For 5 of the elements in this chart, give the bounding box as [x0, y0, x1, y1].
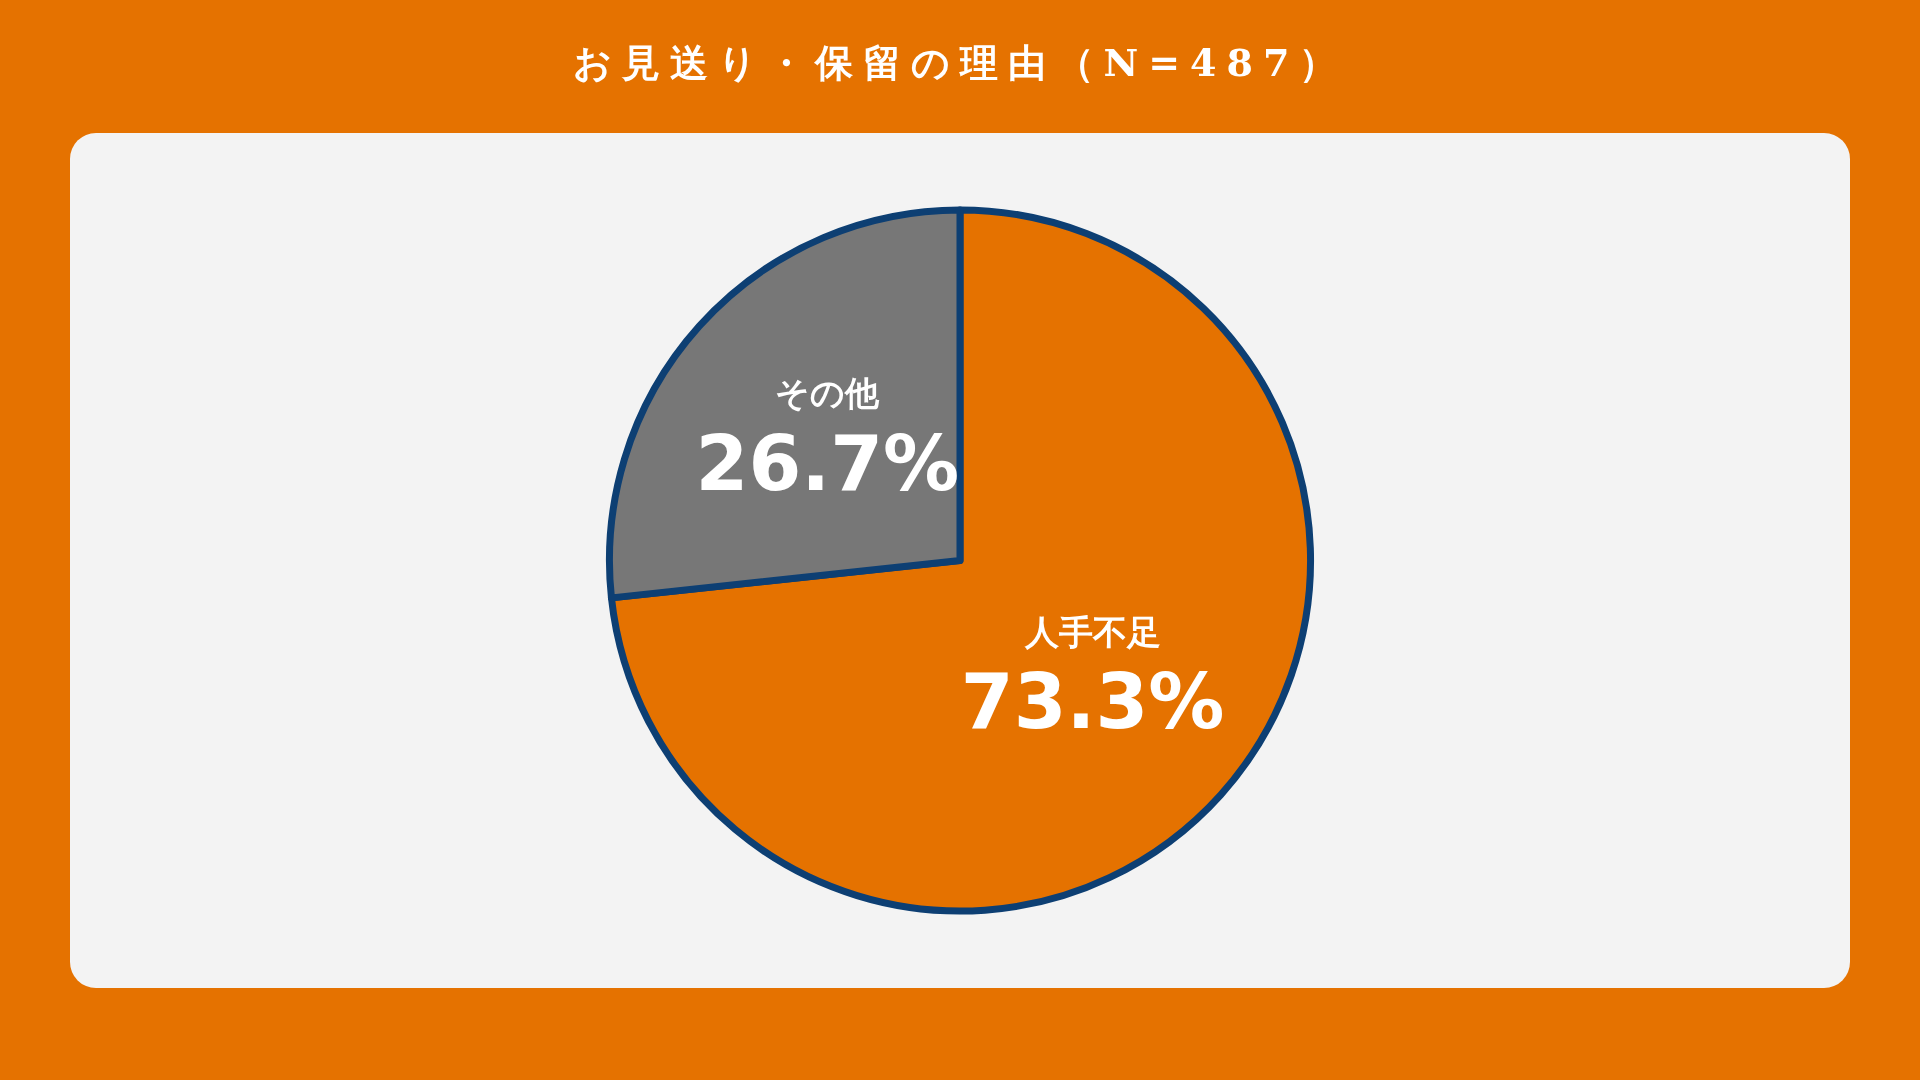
data-label: 26.7%	[695, 418, 960, 508]
slice-label: 人手不足	[1023, 611, 1161, 652]
chart-title: お見送り・保留の理由（N=487）	[571, 39, 1349, 87]
data-label: 73.3%	[960, 657, 1225, 747]
slice-label: その他	[775, 373, 881, 414]
